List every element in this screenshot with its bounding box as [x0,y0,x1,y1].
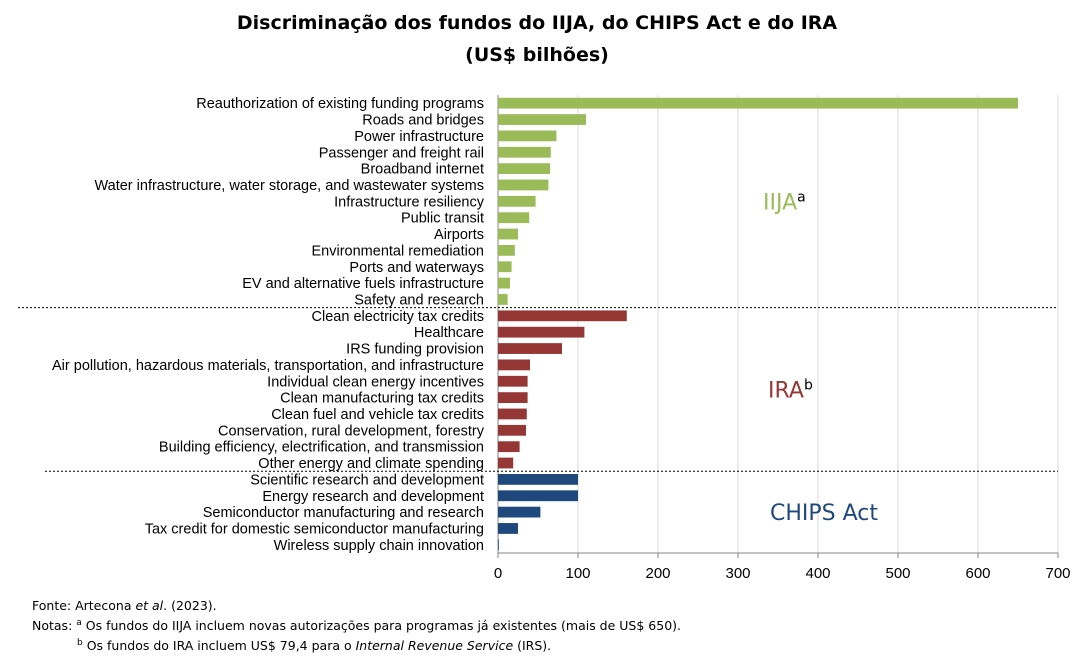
category-label: Reauthorization of existing funding prog… [196,96,484,112]
category-label: Airports [434,227,484,243]
category-label: EV and alternative fuels infrastructure [242,276,484,292]
category-label: IRS funding provision [346,342,484,358]
bar [498,490,578,502]
bar [498,310,627,322]
bar [498,424,526,436]
x-tick-label: 300 [725,565,750,582]
bar [498,244,515,256]
bar [498,473,578,485]
bar [498,179,549,191]
category-label: Clean fuel and vehicle tax credits [271,407,484,423]
bar-chart: 0 100 200 300 400 500 600 700 Reauthorization of… [18,95,1071,582]
category-label: Safety and research [354,292,484,308]
category-label: Scientific research and development [250,472,484,488]
bar [498,539,499,551]
bar [498,343,562,354]
chart-title: Discriminação dos fundos do IIJA, do CHI… [236,12,838,34]
bar [498,261,512,273]
category-label: Public transit [401,211,484,227]
bar [498,506,541,518]
bar [498,97,1018,109]
bar [498,523,518,534]
bar [498,359,530,371]
bar [498,457,514,469]
x-tick-label: 600 [965,565,990,582]
x-tick-label: 0 [494,565,502,582]
bar [498,228,518,240]
group-label: IIJAa [763,189,806,215]
note-b: b Os fundos do IRA incluem US$ 79,4 para… [77,638,552,654]
category-label: Air pollution, hazardous materials, tran… [52,358,484,374]
bar [498,114,586,125]
bar [498,163,550,175]
bar [498,326,585,338]
category-label: Healthcare [414,325,484,341]
x-tick-label: 200 [645,565,670,582]
category-label: Infrastructure resiliency [334,194,485,210]
bar [498,130,557,142]
category-label: Broadband internet [361,162,484,178]
category-label: Passenger and freight rail [319,145,484,161]
category-label: Other energy and climate spending [258,456,484,472]
x-tick-label: 500 [885,565,910,582]
category-label: Clean manufacturing tax credits [280,391,484,407]
category-label: Ports and waterways [349,260,484,276]
x-tick-label: 700 [1045,565,1070,582]
bar [498,277,510,289]
category-label: Environmental remediation [312,243,484,259]
group-label: IRAb [768,377,813,403]
category-label: Clean electricity tax credits [312,309,484,325]
category-label: Semiconductor manufacturing and research [203,505,484,521]
category-label: Tax credit for domestic semiconductor ma… [145,521,484,537]
x-tick-label: 400 [805,565,830,582]
category-label: Building efficiency, electrification, an… [159,440,484,456]
category-label: Roads and bridges [362,113,484,129]
x-tick-label: 100 [565,565,590,582]
bar [498,408,527,420]
category-label: Wireless supply chain innovation [274,538,484,554]
category-label: Conservation, rural development, forestr… [218,423,485,439]
bar [498,146,551,158]
category-label: Power infrastructure [354,129,484,145]
category-label: Energy research and development [262,489,484,505]
chart-subtitle: (US$ bilhões) [465,44,609,66]
bar [498,294,508,305]
bar [498,375,528,387]
group-label: CHIPS Act [770,501,878,526]
bar [498,212,530,224]
bar [498,392,528,404]
source-note: Fonte: Artecona et al. (2023). [32,598,217,613]
bar [498,441,520,453]
category-label: Individual clean energy incentives [267,374,484,390]
category-label: Water infrastructure, water storage, and… [95,178,485,194]
note-a: Notas: a Os fundos do IIJA incluem novas… [32,618,681,634]
bar [498,195,536,207]
